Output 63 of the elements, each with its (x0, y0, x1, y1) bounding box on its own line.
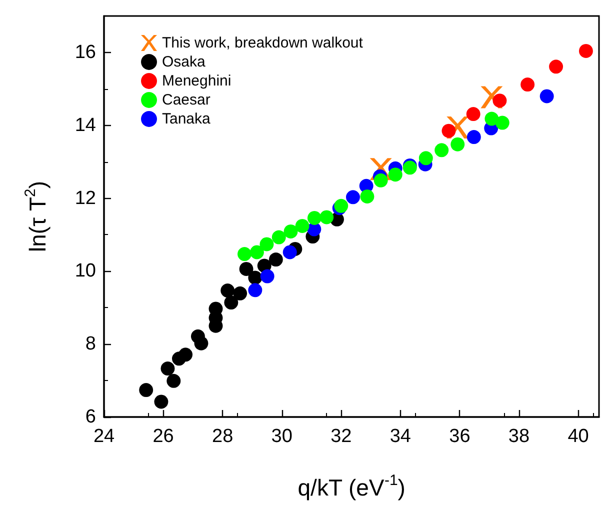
point (374, 173, 388, 188)
x-tick-label: 30 (271, 426, 292, 447)
point (160, 362, 175, 376)
point (520, 78, 535, 92)
x-tick-label: 38 (508, 426, 530, 447)
point (402, 160, 417, 175)
point (239, 262, 254, 276)
point (272, 230, 286, 244)
y-tick-label: 16 (74, 42, 96, 63)
x-tick-label: 24 (93, 426, 115, 447)
point (484, 112, 499, 126)
point (466, 107, 480, 122)
point (178, 348, 193, 362)
legend-label: This work, breakdown walkout (162, 34, 364, 52)
y-tick-label: 10 (74, 260, 96, 282)
x-tick-label: 26 (152, 426, 174, 447)
legend-label: Tanaka (162, 110, 212, 128)
point (248, 270, 262, 285)
point (334, 198, 348, 213)
point (295, 218, 310, 233)
x-tick-label: 40 (568, 426, 589, 447)
point (540, 89, 554, 104)
point (260, 269, 274, 284)
point (194, 336, 208, 350)
point (388, 168, 402, 182)
x-tick-label: 36 (449, 426, 470, 447)
point (492, 94, 507, 108)
point (220, 284, 235, 298)
point (466, 130, 481, 144)
point (139, 383, 154, 398)
y-axis-title: ln(τ T2) (22, 180, 50, 252)
legend-label: Caesar (162, 92, 210, 108)
point (238, 247, 252, 262)
y-tick-label: 6 (85, 406, 96, 428)
point (360, 189, 374, 204)
point (154, 394, 168, 409)
legend-label: Meneghini (162, 72, 232, 90)
point (224, 296, 238, 310)
point (248, 283, 262, 298)
point (307, 210, 322, 225)
point (282, 245, 297, 260)
point (450, 137, 465, 152)
point (284, 224, 298, 238)
y-tick-label: 14 (74, 114, 96, 136)
point (250, 245, 264, 260)
point (549, 60, 564, 74)
point (495, 116, 510, 130)
point (233, 286, 248, 300)
legend-label: Osaka (162, 54, 206, 70)
point (260, 237, 274, 252)
point (578, 44, 593, 58)
x-tick-label: 34 (390, 426, 412, 447)
x-tick-label: 28 (212, 426, 234, 447)
y-tick-label: 8 (85, 334, 96, 355)
point (320, 210, 334, 224)
point (418, 151, 433, 166)
point (434, 143, 449, 158)
x-tick-label: 32 (330, 426, 352, 447)
point (268, 252, 283, 267)
point (346, 190, 360, 204)
point (442, 124, 456, 138)
y-tick-label: 12 (74, 188, 96, 209)
point (166, 374, 181, 388)
